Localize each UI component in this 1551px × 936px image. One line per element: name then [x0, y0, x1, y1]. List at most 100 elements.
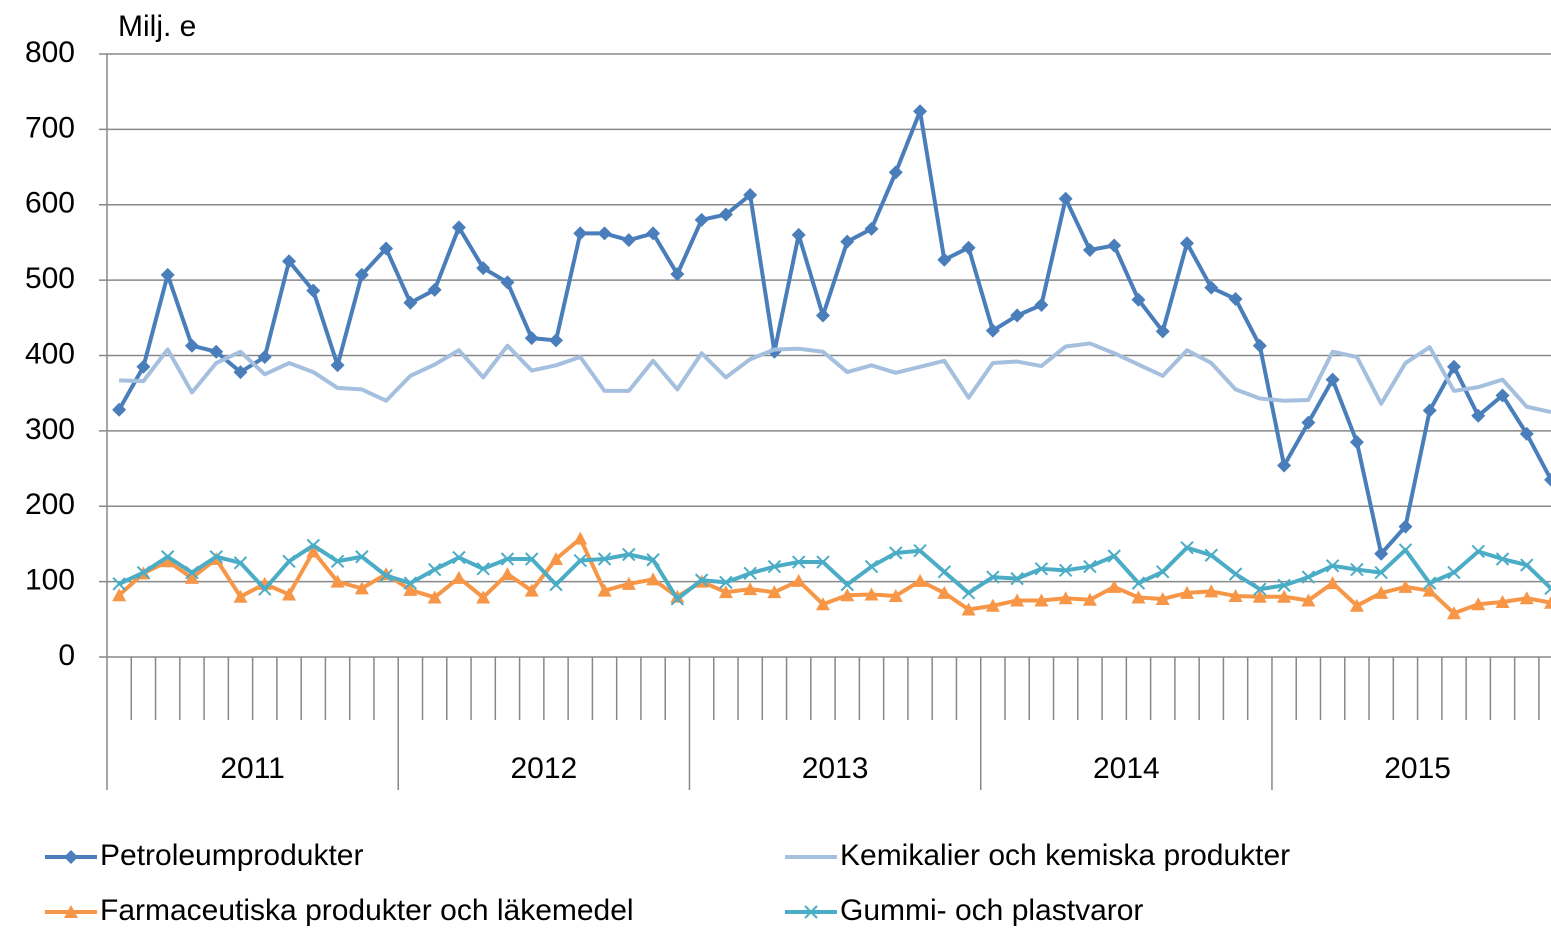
marker: [719, 575, 733, 590]
marker: [1107, 549, 1121, 563]
marker: [1204, 280, 1219, 295]
x-group-label: 2014: [1093, 752, 1160, 785]
marker: [233, 556, 248, 570]
y-axis-label: Milj. e: [118, 10, 196, 43]
marker: [1471, 544, 1485, 559]
marker: [1495, 594, 1510, 608]
marker: [379, 241, 394, 256]
marker: [1349, 598, 1364, 612]
marker: [184, 338, 199, 353]
y-tick-label: 300: [25, 413, 75, 446]
marker: [330, 358, 345, 373]
series-line: [119, 341, 1551, 414]
marker: [1228, 291, 1243, 306]
marker: [452, 550, 466, 565]
series-line: [117, 109, 1551, 556]
marker: [961, 240, 976, 255]
y-tick-label: 700: [25, 111, 75, 144]
marker: [306, 283, 321, 298]
marker: [524, 331, 539, 346]
marker: [1131, 292, 1146, 307]
marker: [1228, 567, 1243, 581]
x-group-label: 2015: [1384, 752, 1451, 785]
marker: [1519, 426, 1534, 441]
marker: [1277, 589, 1292, 603]
marker: [913, 573, 928, 587]
marker: [1010, 593, 1025, 607]
marker: [64, 850, 78, 864]
marker: [1446, 359, 1461, 374]
marker: [1325, 559, 1340, 573]
marker: [1010, 571, 1024, 586]
marker: [1156, 565, 1170, 579]
marker: [112, 402, 127, 417]
marker: [573, 531, 588, 545]
marker: [209, 344, 224, 359]
marker: [1471, 408, 1486, 423]
marker: [160, 267, 175, 282]
marker: [888, 588, 903, 602]
marker: [476, 590, 491, 604]
marker: [355, 550, 369, 564]
marker: [1374, 585, 1389, 599]
marker: [718, 207, 733, 222]
marker: [476, 261, 491, 276]
marker: [743, 582, 758, 596]
marker: [1423, 576, 1437, 590]
marker: [500, 275, 515, 290]
marker: [1180, 540, 1194, 555]
marker: [1398, 543, 1413, 557]
marker: [864, 221, 879, 236]
marker: [1253, 582, 1267, 596]
marker: [913, 104, 928, 119]
marker: [961, 602, 976, 616]
marker: [160, 550, 175, 564]
marker: [840, 588, 855, 602]
y-tick-label: 500: [25, 262, 75, 295]
marker: [815, 308, 830, 323]
marker: [1374, 565, 1388, 580]
marker: [525, 552, 539, 566]
marker: [403, 295, 418, 310]
marker: [621, 576, 636, 590]
marker: [306, 538, 321, 553]
marker: [1058, 191, 1073, 206]
legend-label: Farmaceutiska produkter och läkemedel: [100, 894, 634, 927]
x-group-label: 2011: [220, 752, 285, 785]
legend-label: Kemikalier och kemiska produkter: [840, 839, 1290, 872]
marker: [548, 333, 563, 348]
y-tick-label: 0: [58, 639, 75, 672]
marker: [1107, 579, 1122, 593]
marker: [646, 572, 661, 586]
marker: [1277, 578, 1291, 593]
marker: [184, 570, 199, 584]
marker: [1447, 565, 1461, 580]
marker: [233, 589, 248, 603]
marker: [1252, 338, 1267, 353]
marker: [548, 552, 563, 566]
marker: [985, 598, 1000, 612]
marker: [451, 220, 466, 235]
x-group-label: 2013: [802, 752, 869, 785]
marker: [670, 267, 685, 282]
marker: [1034, 297, 1049, 312]
marker: [1544, 595, 1551, 609]
marker: [597, 552, 612, 566]
marker: [1083, 559, 1097, 574]
series-line: [117, 536, 1551, 616]
marker: [913, 544, 927, 558]
marker: [549, 577, 563, 592]
marker: [1374, 546, 1389, 561]
marker: [743, 187, 758, 202]
marker: [330, 554, 345, 568]
marker: [1301, 570, 1316, 584]
marker: [209, 550, 223, 564]
marker: [815, 597, 830, 611]
marker: [573, 226, 588, 241]
y-tick-label: 600: [25, 187, 75, 220]
marker: [1107, 238, 1122, 253]
marker: [476, 562, 490, 576]
marker: [233, 365, 248, 380]
marker: [1301, 415, 1316, 430]
marker: [1471, 597, 1486, 611]
